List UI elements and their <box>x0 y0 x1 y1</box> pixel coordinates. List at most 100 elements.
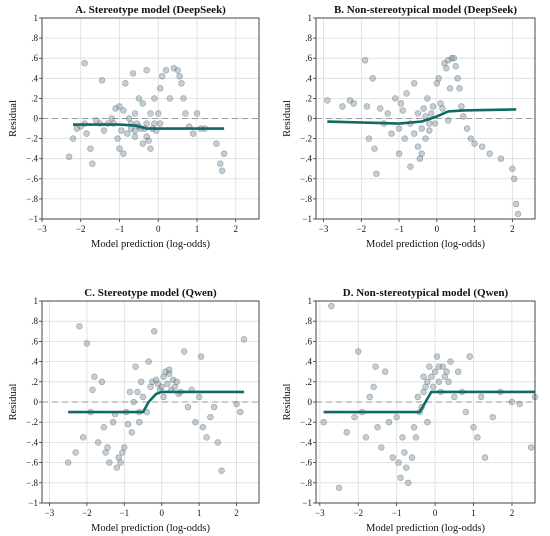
scatter-point <box>98 77 106 84</box>
scatter-point <box>508 398 516 406</box>
x-tick-label: 2 <box>510 508 515 518</box>
x-tick-label: 2 <box>234 508 239 518</box>
x-tick-label: −3 <box>45 508 55 518</box>
y-tick-label: −.4 <box>26 154 38 164</box>
scatter-point <box>451 393 458 401</box>
scatter-point <box>478 393 485 401</box>
scatter-point <box>418 150 425 157</box>
scatter-point <box>497 155 505 162</box>
scatter-point <box>170 65 177 72</box>
scatter-point <box>410 80 418 87</box>
scatter-point <box>443 65 450 72</box>
scatter-point <box>363 103 371 110</box>
scatter-point <box>151 328 158 335</box>
scatter-point <box>143 133 150 140</box>
scatter-point <box>195 393 203 401</box>
y-tick-label: −.8 <box>26 194 38 204</box>
scatter-point <box>149 378 156 385</box>
scatter-point <box>362 434 370 441</box>
y-tick-label: −1 <box>302 214 312 224</box>
scatter-point <box>89 386 96 394</box>
scatter-point <box>424 378 431 385</box>
scatter-point <box>514 210 522 218</box>
scatter-point <box>361 57 369 64</box>
x-tick-label: −1 <box>392 508 402 518</box>
scatter-point <box>320 419 327 426</box>
scatter-point <box>100 127 108 134</box>
scatter-point <box>109 419 117 426</box>
scatter-point <box>91 373 98 380</box>
x-tick-label: −1 <box>394 224 404 234</box>
scatter-point <box>435 378 443 385</box>
scatter-point <box>399 434 406 441</box>
x-tick-label: −3 <box>315 508 325 518</box>
scatter-point <box>145 358 152 365</box>
chart-panel: −3 −2 −1 0 1 2 −1 −.8 −.6 −.4 −.2 0 .2 .4 .6 .8 1 B. Non-… <box>282 4 536 250</box>
y-tick-label: .6 <box>305 53 312 63</box>
scatter-point <box>395 150 403 157</box>
scatter-point <box>381 368 389 375</box>
scatter-point <box>426 120 433 127</box>
scatter-point <box>431 368 439 375</box>
scatter-point <box>439 105 446 112</box>
scatter-point <box>370 383 377 391</box>
scatter-point <box>471 140 478 147</box>
scatter-point <box>324 97 331 104</box>
chart-panel: −3 −2 −1 0 1 2 −1 −.8 −.6 −.4 −.2 0 .2 .4 .6 .8 1 A. Ster… <box>8 4 260 250</box>
scatter-point <box>130 398 137 406</box>
scatter-point <box>112 105 119 112</box>
scatter-point <box>213 140 220 147</box>
x-tick-label: 1 <box>195 224 200 234</box>
y-tick-label: 0 <box>308 397 313 407</box>
y-tick-label: .2 <box>31 93 38 103</box>
scatter-point <box>132 363 139 370</box>
scatter-point <box>76 323 83 330</box>
scatter-point <box>134 388 141 396</box>
scatter-point <box>328 302 335 310</box>
scatter-point <box>139 140 146 147</box>
y-tick-label: .4 <box>31 357 38 367</box>
scatter-point <box>414 143 422 150</box>
y-tick-label: −.2 <box>26 134 38 144</box>
scatter-point <box>182 110 189 117</box>
scatter-point <box>122 80 129 87</box>
scatter-point <box>69 135 77 142</box>
scatter-point <box>151 95 158 102</box>
fitted-curve <box>327 108 517 125</box>
y-tick-label: −.8 <box>300 194 312 204</box>
scatter-point <box>120 107 127 114</box>
scatter-point <box>189 130 197 137</box>
scatter-point <box>424 95 431 102</box>
scatter-point <box>166 366 173 373</box>
scatter-point <box>463 125 471 132</box>
scatter-point <box>376 105 384 112</box>
scatter-point <box>160 393 167 401</box>
scatter-point <box>384 110 391 117</box>
chart-title: A. Stereotype model (DeepSeek) <box>75 4 226 16</box>
scatter-point <box>426 127 433 134</box>
y-tick-label: 0 <box>308 114 313 124</box>
scatter-point <box>89 160 96 167</box>
scatter-point <box>392 95 399 102</box>
scatter-point <box>443 368 450 375</box>
scatter-point <box>83 340 91 347</box>
scatter-point <box>79 434 87 441</box>
scatter-point <box>427 110 435 117</box>
scatter-point <box>166 95 174 102</box>
scatter-point <box>131 110 139 117</box>
x-axis-label: Model prediction (log-odds) <box>91 239 210 250</box>
y-tick-label: 1 <box>34 296 39 306</box>
scatter-point <box>366 393 373 401</box>
x-tick-label: −2 <box>353 508 363 518</box>
scatter-point <box>233 400 240 408</box>
scatter-point <box>388 130 395 137</box>
x-tick-label: 0 <box>159 508 164 518</box>
scatter-point <box>143 120 150 127</box>
x-tick-label: 0 <box>156 224 161 234</box>
scatter-point <box>81 60 88 67</box>
scatter-point <box>355 348 362 355</box>
y-tick-label: .4 <box>305 73 312 83</box>
chart-panel: −3 −2 −1 0 1 2 −1 −.8 −.6 −.4 −.2 0 .2 .4 .6 .8 1 D. Non-… <box>282 287 539 534</box>
scatter-point <box>335 484 343 492</box>
x-tick-label: −2 <box>82 508 92 518</box>
